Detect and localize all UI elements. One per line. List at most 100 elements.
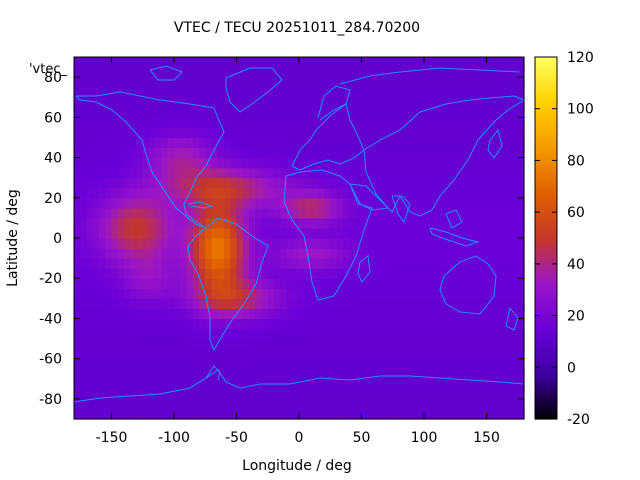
heatmap-cell: [436, 227, 444, 239]
heatmap-cell: [130, 107, 138, 118]
heatmap-cell: [455, 318, 463, 330]
heatmap-cell: [486, 77, 494, 88]
heatmap-cell: [92, 57, 100, 68]
heatmap-cell: [155, 238, 163, 249]
heatmap-cell: [367, 207, 375, 219]
colorbar-segment: [535, 162, 557, 167]
heatmap-cell: [386, 398, 394, 410]
heatmap-cell: [305, 107, 313, 118]
heatmap-cell: [411, 288, 419, 299]
heatmap-cell: [286, 57, 294, 68]
heatmap-cell: [74, 107, 81, 118]
heatmap-cell: [436, 308, 444, 320]
heatmap-cell: [330, 268, 338, 279]
heatmap-cell: [511, 147, 519, 159]
heatmap-cell: [249, 207, 256, 219]
heatmap-cell: [492, 207, 500, 219]
heatmap-cell: [511, 248, 519, 259]
heatmap-cell: [492, 57, 500, 68]
heatmap-cell: [92, 107, 100, 118]
heatmap-cell: [274, 77, 281, 88]
heatmap-cell: [367, 298, 375, 309]
heatmap-cell: [336, 197, 344, 209]
heatmap-cell: [230, 388, 238, 400]
heatmap-cell: [455, 248, 463, 259]
heatmap-cell: [355, 227, 363, 239]
heatmap-cell: [499, 217, 506, 229]
heatmap-cell: [261, 227, 269, 239]
heatmap-cell: [174, 77, 181, 88]
heatmap-cell: [505, 77, 513, 88]
heatmap-cell: [167, 197, 175, 209]
heatmap-cell: [330, 348, 338, 360]
heatmap-cell: [342, 238, 350, 249]
heatmap-cell: [417, 167, 425, 179]
heatmap-cell: [142, 268, 150, 279]
heatmap-cell: [424, 217, 431, 229]
heatmap-cell: [517, 368, 525, 380]
heatmap-cell: [380, 97, 388, 108]
heatmap-cell: [330, 57, 338, 68]
heatmap-cell: [355, 147, 363, 159]
heatmap-cell: [130, 258, 138, 269]
heatmap-cell: [486, 268, 494, 279]
heatmap-cell: [117, 157, 125, 169]
heatmap-cell: [155, 157, 163, 169]
heatmap-cell: [99, 167, 106, 179]
heatmap-cell: [186, 258, 194, 269]
heatmap-cell: [324, 248, 331, 259]
heatmap-cell: [280, 238, 288, 249]
heatmap-cell: [499, 328, 506, 340]
heatmap-cell: [305, 87, 313, 98]
colorbar-segment: [535, 253, 557, 257]
heatmap-cell: [174, 368, 181, 380]
heatmap-cell: [417, 398, 425, 410]
heatmap-cell: [374, 288, 381, 299]
heatmap-cell: [442, 157, 450, 169]
heatmap-cell: [261, 107, 269, 118]
heatmap-cell: [324, 147, 331, 159]
heatmap-cell: [374, 187, 381, 199]
heatmap-cell: [511, 207, 519, 219]
heatmap-cell: [161, 318, 169, 330]
heatmap-cell: [461, 388, 469, 400]
heatmap-cell: [142, 348, 150, 360]
heatmap-cell: [124, 308, 131, 320]
colorbar-segment: [535, 135, 557, 140]
colorbar-segment: [535, 81, 557, 85]
heatmap-cell: [492, 318, 500, 330]
heatmap-cell: [311, 167, 319, 179]
heatmap-cell: [174, 197, 181, 209]
heatmap-cell: [92, 117, 100, 128]
heatmap-cell: [255, 388, 263, 400]
heatmap-cell: [99, 207, 106, 219]
heatmap-cell: [92, 207, 100, 219]
heatmap-cell: [292, 177, 300, 189]
heatmap-cell: [411, 187, 419, 199]
heatmap-cell: [161, 217, 169, 229]
heatmap-cell: [180, 408, 188, 420]
heatmap-cell: [217, 268, 225, 279]
heatmap-cell: [255, 227, 263, 239]
heatmap-cell: [430, 348, 438, 360]
heatmap-cell: [124, 57, 131, 68]
heatmap-cell: [505, 268, 513, 279]
heatmap-cell: [449, 408, 456, 420]
heatmap-cell: [180, 137, 188, 149]
heatmap-cell: [249, 187, 256, 199]
heatmap-cell: [224, 358, 231, 370]
heatmap-cell: [430, 288, 438, 299]
heatmap-cell: [80, 67, 88, 78]
heatmap-cell: [367, 358, 375, 370]
heatmap-cell: [230, 117, 238, 128]
heatmap-cell: [430, 298, 438, 309]
heatmap-cell: [342, 408, 350, 420]
heatmap-cell: [311, 197, 319, 209]
heatmap-cell: [492, 107, 500, 118]
heatmap-cell: [274, 288, 281, 299]
heatmap-cell: [349, 227, 356, 239]
heatmap-cell: [274, 207, 281, 219]
heatmap-cell: [486, 57, 494, 68]
heatmap-cell: [267, 147, 275, 159]
heatmap-cell: [299, 147, 306, 159]
